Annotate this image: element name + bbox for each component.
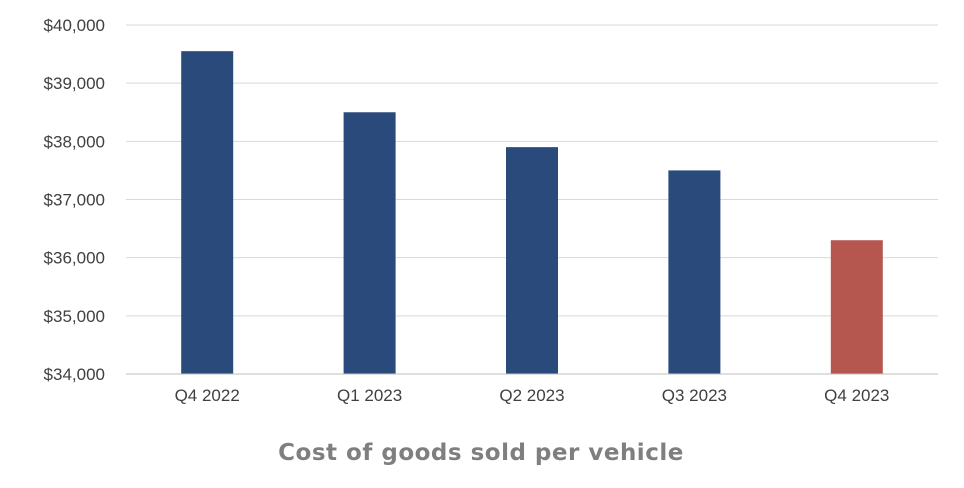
- x-tick-label: Q2 2023: [499, 386, 564, 405]
- bar-q1-2023: [343, 112, 396, 374]
- bars: [181, 51, 883, 375]
- y-tick-label: $36,000: [44, 249, 105, 268]
- x-axis-tick-labels: Q4 2022 Q1 2023 Q2 2023 Q3 2023 Q4 2023: [175, 386, 890, 405]
- y-tick-label: $38,000: [44, 132, 105, 151]
- x-tick-label: Q4 2022: [175, 386, 240, 405]
- bar-q2-2023: [506, 147, 558, 374]
- bar-q3-2023: [668, 170, 721, 374]
- bar-q4-2022: [181, 51, 234, 375]
- y-tick-label: $35,000: [44, 307, 105, 326]
- y-tick-label: $39,000: [44, 74, 105, 93]
- x-tick-label: Q3 2023: [662, 386, 727, 405]
- y-axis-tick-labels: $34,000 $35,000 $36,000 $37,000 $38,000 $39,0…: [44, 16, 105, 384]
- chart-title: Cost of goods sold per vehicle: [278, 440, 684, 466]
- x-tick-label: Q4 2023: [824, 386, 889, 405]
- x-tick-label: Q1 2023: [337, 386, 402, 405]
- y-tick-label: $34,000: [44, 365, 105, 384]
- y-tick-label: $40,000: [44, 16, 105, 35]
- y-tick-label: $37,000: [44, 191, 105, 210]
- bar-q4-2023: [830, 240, 883, 374]
